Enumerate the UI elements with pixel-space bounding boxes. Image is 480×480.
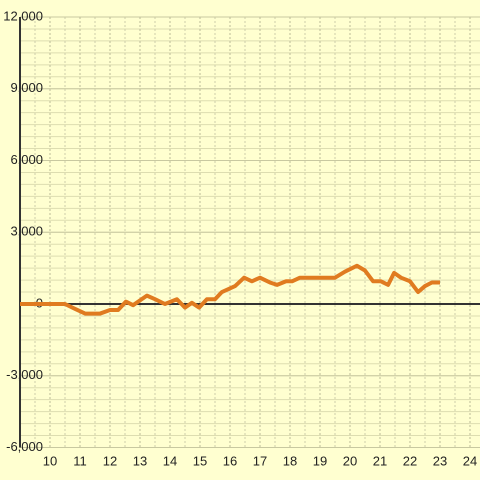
x-tick-label: 16 (223, 453, 237, 468)
x-tick-label: 12 (103, 453, 117, 468)
data-line (20, 263, 440, 316)
x-tick-label: 24 (463, 453, 477, 468)
x-tick-label: 22 (403, 453, 417, 468)
y-tick-label: 9,000 (10, 80, 43, 95)
x-tick-label: 14 (163, 453, 177, 468)
y-tick-label: 12,000 (3, 8, 43, 23)
x-tick-label: 15 (193, 453, 207, 468)
x-tick-label: 21 (373, 453, 387, 468)
x-tick-label: 17 (253, 453, 267, 468)
x-tick-label: 20 (343, 453, 357, 468)
x-tick-label: 18 (283, 453, 297, 468)
y-tick-label: -3,000 (6, 367, 43, 382)
x-tick-label: 23 (433, 453, 447, 468)
y-tick-label: -6,000 (6, 439, 43, 454)
x-tick-label: 10 (43, 453, 57, 468)
y-tick-label: 6,000 (10, 152, 43, 167)
x-tick-label: 19 (313, 453, 327, 468)
x-tick-label: 13 (133, 453, 147, 468)
x-tick-label: 11 (73, 453, 87, 468)
y-tick-label: 3,000 (10, 224, 43, 239)
